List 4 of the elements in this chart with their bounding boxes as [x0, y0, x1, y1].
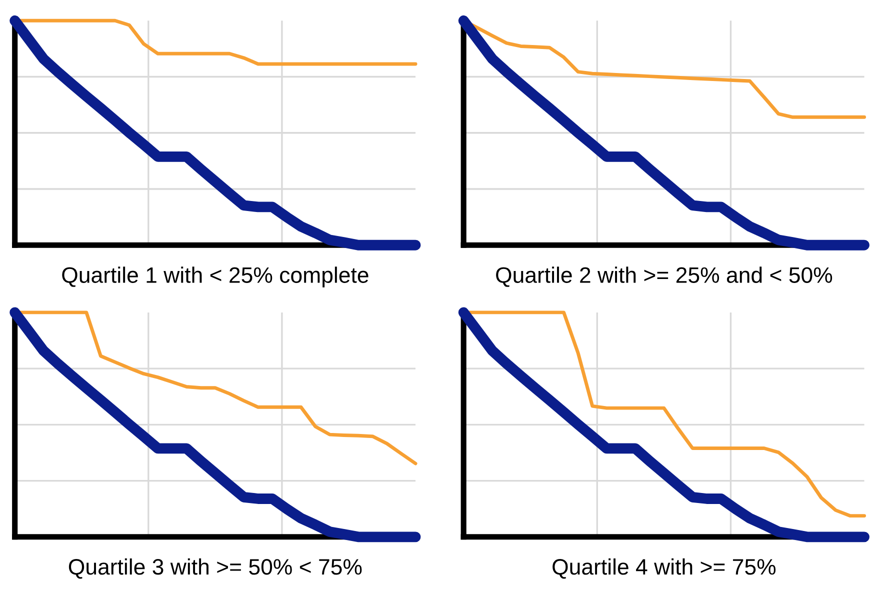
- x-axis-title: Quartile 3 with >= 50% < 75%: [68, 558, 362, 579]
- x-axis-title: Quartile 1 with < 25% complete: [62, 266, 368, 288]
- x-axis-title: Quartile 2 with >= 25% and < 50%: [496, 266, 832, 287]
- x-axis-title: Quartile 4 with >= 75%: [552, 558, 776, 579]
